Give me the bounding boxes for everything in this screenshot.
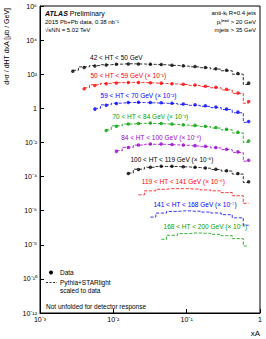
svg-text:mjets > 35 GeV: mjets > 35 GeV	[214, 27, 256, 33]
svg-text:100 < HT < 119 GeV (× 10⁻⁵): 100 < HT < 119 GeV (× 10⁻⁵)	[130, 156, 213, 164]
svg-text:10⁻¹⁰: 10⁻¹⁰	[23, 275, 38, 282]
svg-text:10⁻¹²: 10⁻¹²	[22, 309, 37, 317]
svg-text:Data: Data	[60, 269, 74, 276]
svg-text:1: 1	[258, 316, 262, 323]
svg-text:84 < HT < 100 GeV (× 10⁻⁴): 84 < HT < 100 GeV (× 10⁻⁴)	[121, 134, 201, 142]
svg-text:10⁶: 10⁶	[26, 3, 37, 10]
svg-text:2015 Pb+Pb data, 0.38 nb⁻¹: 2015 Pb+Pb data, 0.38 nb⁻¹	[45, 19, 119, 25]
svg-text:119 < HT < 141 GeV (× 10⁻⁶): 119 < HT < 141 GeV (× 10⁻⁶)	[142, 178, 225, 186]
svg-text:10⁻⁴: 10⁻⁴	[24, 173, 37, 180]
svg-text:Pythia+STARlight: Pythia+STARlight	[60, 279, 111, 287]
svg-text:Not unfolded for detector resp: Not unfolded for detector response	[46, 303, 146, 311]
svg-text:xA: xA	[251, 329, 261, 338]
svg-text:pₜˡᵉᵃᵈ > 20 GeV: pₜˡᵉᵃᵈ > 20 GeV	[217, 19, 256, 25]
svg-text:Preliminary: Preliminary	[68, 10, 105, 18]
svg-text:10⁻²: 10⁻²	[25, 139, 38, 146]
svg-text:10⁻²: 10⁻²	[107, 316, 120, 323]
svg-text:10⁻⁸: 10⁻⁸	[24, 241, 37, 248]
svg-text:d²σ / dHT dxA [μb / GeV]: d²σ / dHT dxA [μb / GeV]	[3, 8, 11, 85]
svg-text:scaled to data: scaled to data	[60, 287, 101, 294]
svg-text:ATLAS: ATLAS	[44, 10, 68, 17]
svg-text:10²: 10²	[27, 71, 38, 78]
svg-text:10⁻⁶: 10⁻⁶	[24, 207, 37, 214]
svg-text:42 < HT < 50 GeV: 42 < HT < 50 GeV	[90, 54, 143, 61]
svg-text:10⁴: 10⁴	[26, 37, 37, 44]
svg-text:√sNN = 5.02 TeV: √sNN = 5.02 TeV	[45, 27, 90, 33]
svg-text:70 < HT < 84 GeV (× 10⁻³): 70 < HT < 84 GeV (× 10⁻³)	[112, 113, 188, 121]
svg-text:141 < HT < 168 GeV (× 10⁻⁷): 141 < HT < 168 GeV (× 10⁻⁷)	[153, 201, 236, 209]
svg-text:anti-kₜ R=0.4 jets: anti-kₜ R=0.4 jets	[211, 10, 256, 16]
svg-text:10⁻¹: 10⁻¹	[181, 316, 194, 323]
svg-text:10⁻³: 10⁻³	[34, 316, 47, 323]
svg-text:168 < HT < 200 GeV (× 10⁻⁸): 168 < HT < 200 GeV (× 10⁻⁸)	[164, 223, 248, 231]
svg-text:1: 1	[33, 105, 37, 112]
svg-text:59 < HT < 70 GeV (× 10⁻²): 59 < HT < 70 GeV (× 10⁻²)	[101, 92, 177, 100]
svg-text:50 < HT < 59 GeV (× 10⁻¹): 50 < HT < 59 GeV (× 10⁻¹)	[90, 72, 166, 80]
